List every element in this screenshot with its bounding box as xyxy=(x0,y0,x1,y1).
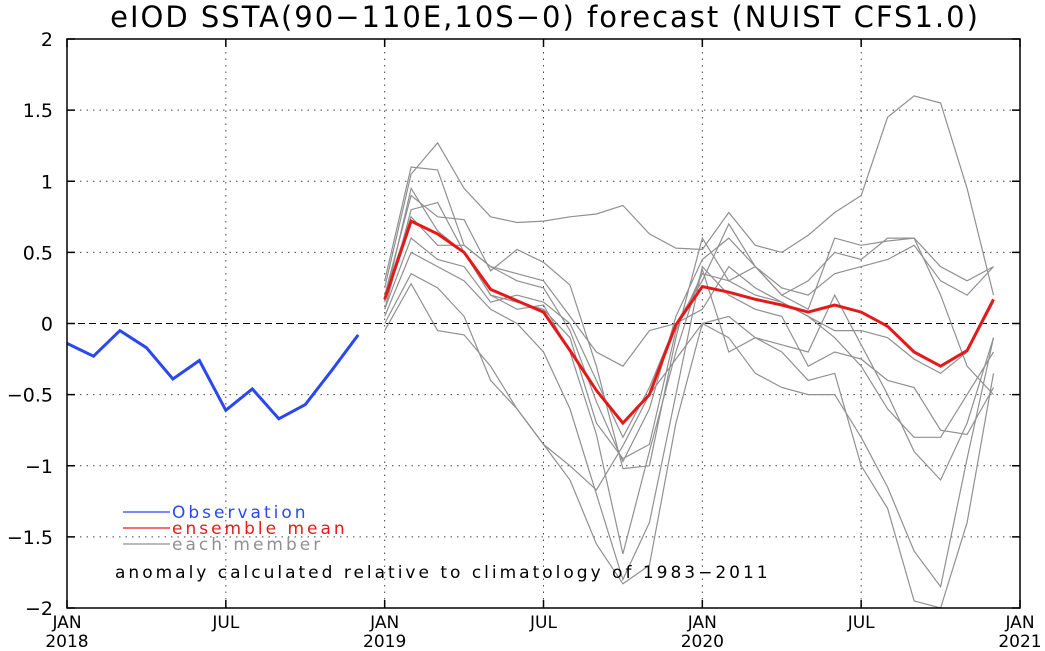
chart-title: eIOD SSTA(90−110E,10S−0) forecast (NUIST… xyxy=(110,0,980,34)
x-tick-month: JAN xyxy=(1004,613,1034,633)
y-tick-label: −0.5 xyxy=(7,385,53,407)
x-tick-month: JUL xyxy=(211,613,239,633)
member-series-line xyxy=(384,166,994,463)
y-tick-label: 0.5 xyxy=(23,242,53,264)
member-series-line xyxy=(384,282,995,609)
y-tick-label: −2 xyxy=(25,598,53,620)
member-series-line xyxy=(384,272,995,589)
x-tick-year: 2018 xyxy=(45,632,88,651)
climatology-note: anomaly calculated relative to climatolo… xyxy=(115,563,771,583)
x-tick-year: 2019 xyxy=(363,632,406,651)
y-axis: 2 1.5 1 0.5 0 −0.5 −1 −1.5 −2 xyxy=(7,29,1020,620)
y-tick-label: −1.5 xyxy=(7,527,53,549)
observation-line xyxy=(66,328,360,421)
x-tick-month: JAN xyxy=(369,613,399,633)
member-series-line xyxy=(384,215,995,438)
x-tick-month: JAN xyxy=(51,613,81,633)
x-tick-year: 2020 xyxy=(681,632,724,651)
x-tick-year: 2021 xyxy=(998,632,1041,651)
y-tick-label: 1 xyxy=(41,171,53,193)
x-tick-month: JUL xyxy=(847,613,875,633)
member-series-line xyxy=(384,186,995,460)
ensemble-mean-line xyxy=(383,219,995,426)
legend-label: each member xyxy=(172,535,323,555)
y-tick-label: 1.5 xyxy=(23,100,53,122)
legend-label: ensemble mean xyxy=(172,519,348,539)
x-tick-month: JAN xyxy=(687,613,717,633)
member-lines xyxy=(384,95,995,609)
y-tick-label: 0 xyxy=(41,314,53,336)
y-tick-label: −1 xyxy=(25,456,53,478)
x-tick-month: JUL xyxy=(529,613,557,633)
legend-label: Observation xyxy=(172,503,309,523)
member-series-line xyxy=(384,251,995,582)
y-tick-label: 2 xyxy=(41,29,53,51)
member-series-line xyxy=(384,95,995,296)
